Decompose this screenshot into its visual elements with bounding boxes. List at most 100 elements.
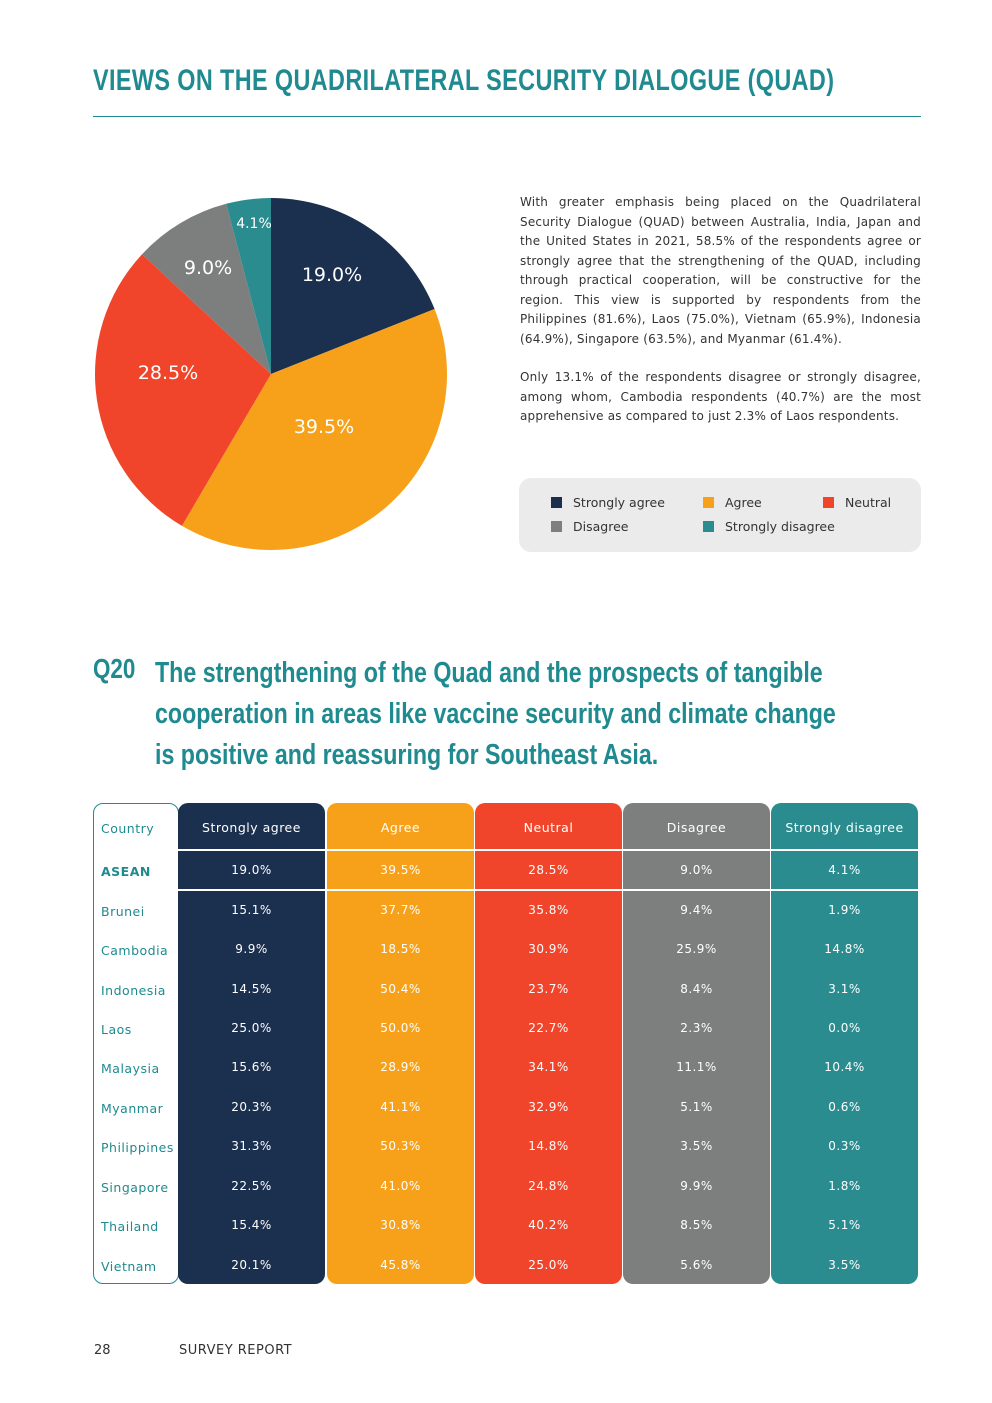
legend-item-strongly-disagree: Strongly disagree xyxy=(703,519,835,534)
legend-item-neutral: Neutral xyxy=(823,495,891,510)
pie-label-strongly-agree: 19.0% xyxy=(302,264,362,286)
table-cell: 3.1% xyxy=(828,982,861,996)
table-cell: 8.5% xyxy=(680,1218,713,1232)
row-divider xyxy=(178,889,921,891)
column-agree: Agree 39.5% 37.7% 18.5% 50.4% 50.0% 28.9% 41.1%… xyxy=(327,803,474,1284)
table-cell: 50.0% xyxy=(380,1021,421,1035)
legend-label: Strongly disagree xyxy=(725,519,835,534)
country-asean: ASEAN xyxy=(101,864,151,879)
table-cell: 5.1% xyxy=(680,1100,713,1114)
table-cell: 50.4% xyxy=(380,982,421,996)
table-cell: 41.1% xyxy=(380,1100,421,1114)
table-cell: 24.8% xyxy=(528,1179,569,1193)
column-disagree: Disagree 9.0% 9.4% 25.9% 8.4% 2.3% 11.1% 5.1% 3.… xyxy=(623,803,770,1284)
footer-label: SURVEY REPORT xyxy=(179,1343,293,1358)
column-header: Strongly disagree xyxy=(785,820,904,835)
table-cell: 50.3% xyxy=(380,1139,421,1153)
table-cell: 25.0% xyxy=(231,1021,272,1035)
column-header: Neutral xyxy=(523,820,574,835)
table-cell: 9.9% xyxy=(680,1179,713,1193)
table-cell: 2.3% xyxy=(680,1021,713,1035)
table-cell: 15.6% xyxy=(231,1060,272,1074)
table-cell: 41.0% xyxy=(380,1179,421,1193)
table-cell: 30.9% xyxy=(528,942,569,956)
legend-label: Neutral xyxy=(845,495,892,510)
table-cell: 11.1% xyxy=(676,1060,717,1074)
table-cell: 40.2% xyxy=(528,1218,569,1232)
legend-item-strongly-agree: Strongly agree xyxy=(551,495,665,510)
table-cell: 0.6% xyxy=(828,1100,861,1114)
country-column: Country ASEAN Brunei Cambodia Indonesia Laos… xyxy=(93,803,179,1284)
table-cell: 0.3% xyxy=(828,1139,861,1153)
table-cell: 39.5% xyxy=(380,863,421,877)
table-cell: 20.1% xyxy=(231,1258,272,1272)
table-cell: 14.5% xyxy=(231,982,272,996)
table-cell: 15.1% xyxy=(231,903,272,917)
country-singapore: Singapore xyxy=(101,1180,169,1195)
table-cell: 30.8% xyxy=(380,1218,421,1232)
country-brunei: Brunei xyxy=(101,904,145,919)
table-cell: 8.4% xyxy=(680,982,713,996)
country-cambodia: Cambodia xyxy=(101,943,169,958)
table-cell: 37.7% xyxy=(380,903,421,917)
legend-label: Strongly agree xyxy=(573,495,665,510)
swatch-strongly-disagree xyxy=(703,521,714,532)
pie-slice-strongly-agree xyxy=(271,198,435,374)
column-strongly-disagree: Strongly disagree 4.1% 1.9% 14.8% 3.1% 0.0% 10… xyxy=(771,803,918,1284)
pie-label-disagree: 9.0% xyxy=(184,257,232,279)
legend-item-disagree: Disagree xyxy=(551,519,628,534)
table-cell: 18.5% xyxy=(380,942,421,956)
question-number: Q20 xyxy=(93,653,136,684)
table-cell: 15.4% xyxy=(231,1218,272,1232)
country-myanmar: Myanmar xyxy=(101,1101,164,1116)
table-cell: 25.9% xyxy=(676,942,717,956)
results-table: Country ASEAN Brunei Cambodia Indonesia Laos… xyxy=(93,803,921,1284)
table-cell: 9.0% xyxy=(680,863,713,877)
paragraph-1: With greater emphasis being placed on th… xyxy=(520,195,921,346)
table-cell: 35.8% xyxy=(528,903,569,917)
pie-label-agree: 39.5% xyxy=(294,416,354,438)
column-header: Disagree xyxy=(666,820,727,835)
pie-slice-neutral xyxy=(95,254,272,526)
country-philippines: Philippines xyxy=(101,1140,174,1155)
pie-slice-disagree xyxy=(142,203,271,374)
pie-slice-strongly-disagree xyxy=(226,198,271,374)
country-thailand: Thailand xyxy=(101,1219,159,1234)
pie-chart: 19.0% 39.5% 28.5% 9.0% 4.1% xyxy=(95,198,447,550)
legend-label: Agree xyxy=(725,495,762,510)
table-cell: 25.0% xyxy=(528,1258,569,1272)
table-cell: 32.9% xyxy=(528,1100,569,1114)
swatch-neutral xyxy=(823,497,834,508)
table-cell: 19.0% xyxy=(231,863,272,877)
table-cell: 5.1% xyxy=(828,1218,861,1232)
swatch-agree xyxy=(703,497,714,508)
table-cell: 3.5% xyxy=(680,1139,713,1153)
table-cell: 0.0% xyxy=(828,1021,861,1035)
table-cell: 1.9% xyxy=(828,903,861,917)
swatch-disagree xyxy=(551,521,562,532)
country-indonesia: Indonesia xyxy=(101,983,166,998)
table-cell: 28.5% xyxy=(528,863,569,877)
table-cell: 9.9% xyxy=(235,942,268,956)
page-number: 28 xyxy=(94,1343,111,1358)
table-cell: 9.4% xyxy=(680,903,713,917)
country-malaysia: Malaysia xyxy=(101,1061,160,1076)
page-title: VIEWS ON THE QUADRILATERAL SECURITY DIAL… xyxy=(93,64,835,97)
column-strongly-agree: Strongly agree 19.0% 15.1% 9.9% 14.5% 25.0% 15… xyxy=(178,803,325,1284)
table-cell: 10.4% xyxy=(824,1060,865,1074)
table-cell: 4.1% xyxy=(828,863,861,877)
legend-item-agree: Agree xyxy=(703,495,762,510)
table-cell: 3.5% xyxy=(828,1258,861,1272)
column-header: Strongly agree xyxy=(202,820,301,835)
country-laos: Laos xyxy=(101,1022,132,1037)
pie-slice-agree xyxy=(181,309,447,550)
table-cell: 45.8% xyxy=(380,1258,421,1272)
table-cell: 1.8% xyxy=(828,1179,861,1193)
table-cell: 28.9% xyxy=(380,1060,421,1074)
title-divider xyxy=(93,116,921,117)
country-vietnam: Vietnam xyxy=(101,1259,157,1274)
legend-label: Disagree xyxy=(573,519,629,534)
body-text: With greater emphasis being placed on th… xyxy=(520,193,921,446)
pie-label-strongly-disagree: 4.1% xyxy=(236,216,272,232)
table-cell: 34.1% xyxy=(528,1060,569,1074)
